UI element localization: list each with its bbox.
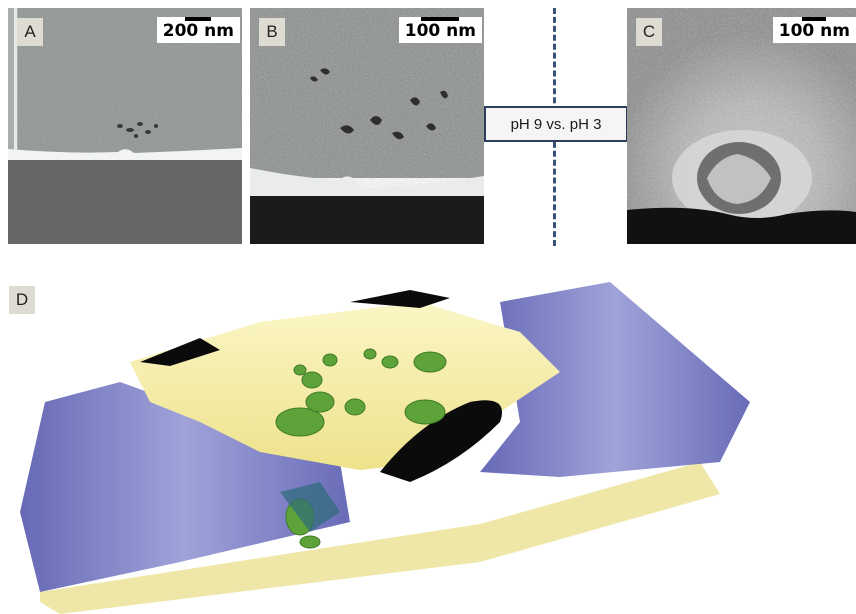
- sem-image-c: [627, 8, 856, 244]
- ph-comparison-label: pH 9 vs. pH 3: [484, 106, 628, 142]
- panel-a-micrograph: A 200 nm: [8, 8, 242, 244]
- panel-b-tag: B: [259, 18, 285, 46]
- scalebar-line: [421, 17, 460, 21]
- panel-c-tag: C: [636, 18, 662, 46]
- sem-image-b: [250, 8, 484, 244]
- panel-d-tag: D: [9, 286, 35, 314]
- panel-c-micrograph: C 100 nm: [627, 8, 856, 244]
- scalebar-line: [802, 17, 827, 21]
- tomography-volume-render: [20, 282, 750, 614]
- panel-a-tag: A: [17, 18, 43, 46]
- sem-image-a: [8, 8, 242, 244]
- panel-a-scale-label: 200 nm: [162, 21, 234, 41]
- scalebar-line: [185, 17, 212, 21]
- panel-d-3d-volume: D: [0, 262, 856, 614]
- panel-a-scalebar: 200 nm: [156, 17, 240, 43]
- panel-c-scale-label: 100 nm: [778, 21, 850, 41]
- panel-b-micrograph: B 100 nm: [250, 8, 484, 244]
- panel-c-scalebar: 100 nm: [772, 17, 856, 43]
- panel-b-scalebar: 100 nm: [398, 17, 482, 43]
- panel-b-scale-label: 100 nm: [404, 21, 476, 41]
